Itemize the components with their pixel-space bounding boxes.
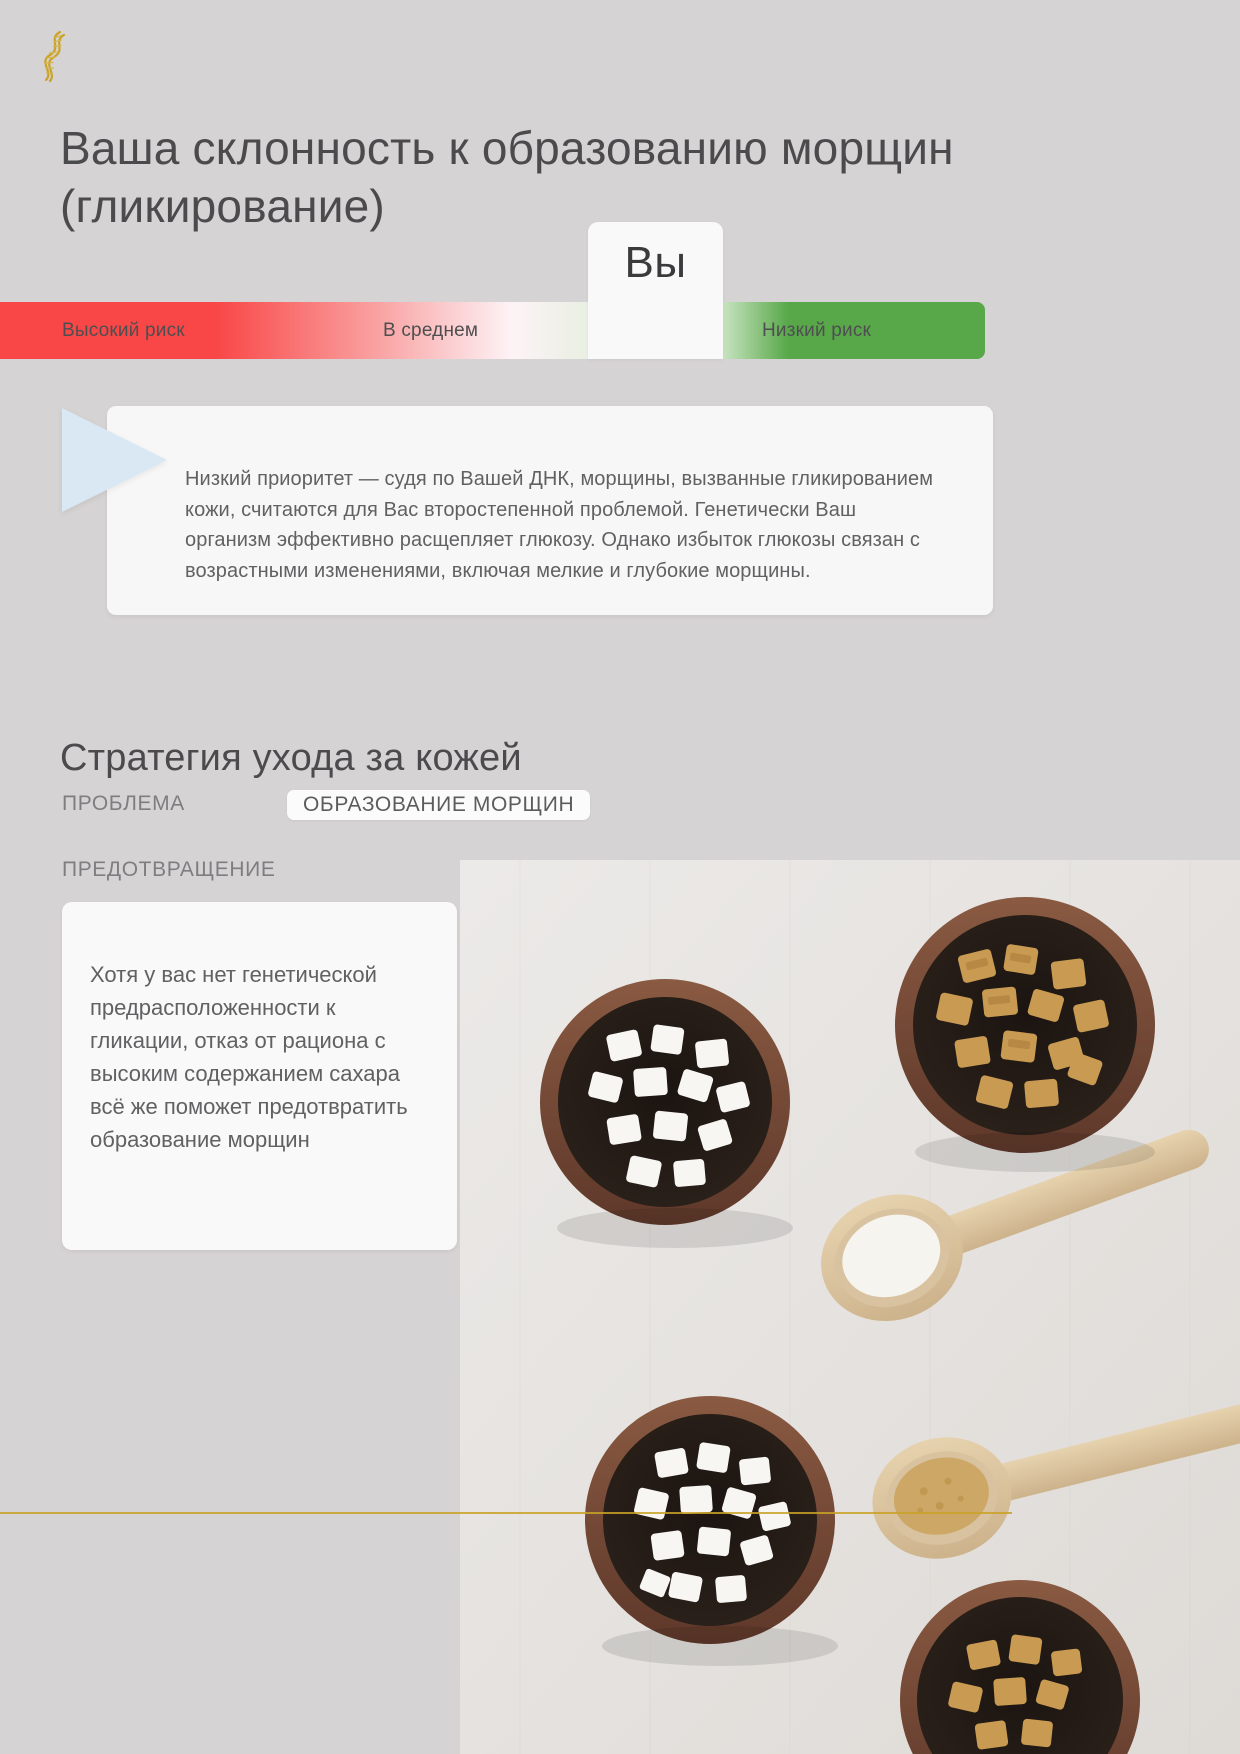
problem-badge: ОБРАЗОВАНИЕ МОРЩИН bbox=[287, 790, 591, 820]
you-marker-label: Вы bbox=[624, 238, 687, 287]
dna-helix-icon bbox=[34, 28, 76, 84]
sugar-photo bbox=[460, 860, 1240, 1754]
you-marker: Вы bbox=[588, 222, 723, 359]
risk-label-high: Высокий риск bbox=[62, 319, 185, 341]
column-header-prevention: ПРЕДОТВРАЩЕНИЕ bbox=[62, 858, 276, 881]
footer-gold-rule bbox=[0, 1512, 1012, 1514]
risk-label-average: В среднем bbox=[383, 319, 479, 341]
risk-callout-text: Низкий приоритет — судя по Вашей ДНК, мо… bbox=[185, 468, 934, 582]
problem-label: ПРОБЛЕМА bbox=[62, 792, 185, 815]
prevention-text: Хотя у вас нет генетической предрасполож… bbox=[90, 962, 408, 1152]
strategy-title: Стратегия ухода за кожей bbox=[60, 736, 522, 779]
risk-gradient-bar bbox=[0, 302, 985, 359]
risk-callout-card bbox=[107, 406, 993, 615]
prevention-card bbox=[62, 902, 457, 1250]
triangle-right-icon bbox=[62, 408, 167, 512]
page-title: Ваша склонность к образованию морщин (гл… bbox=[60, 121, 954, 232]
risk-scale: Высокий риск В среднем Низкий риск bbox=[0, 302, 985, 359]
risk-label-low: Низкий риск bbox=[762, 319, 872, 341]
